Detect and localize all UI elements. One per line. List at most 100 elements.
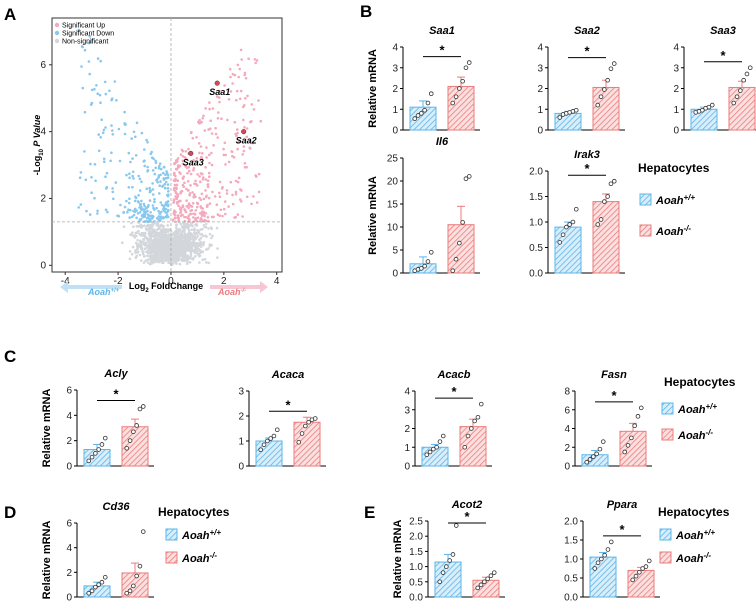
- data-point: [734, 94, 740, 100]
- volcano-point: [183, 181, 186, 185]
- volcano-point: [141, 250, 144, 254]
- volcano-point: [148, 186, 151, 190]
- volcano-point: [185, 199, 188, 202]
- volcano-point: [199, 251, 202, 255]
- y-tick-label: 3: [537, 63, 543, 74]
- data-point: [625, 443, 631, 448]
- volcano-point: [254, 61, 257, 65]
- volcano-point: [229, 90, 233, 93]
- volcano-point: [174, 233, 177, 236]
- volcano-point: [109, 159, 112, 163]
- volcano-point: [162, 205, 166, 208]
- volcano-point: [154, 252, 157, 256]
- legend-label-nonsig: Non-significant: [62, 39, 108, 46]
- volcano-point: [179, 190, 183, 194]
- volcano-point: [146, 209, 149, 213]
- volcano-point: [104, 126, 107, 129]
- volcano-point: [167, 190, 170, 193]
- volcano-point: [255, 59, 259, 62]
- significance-star: *: [584, 44, 590, 59]
- significance-star: *: [285, 397, 291, 412]
- data-point: [741, 77, 746, 83]
- volcano-point: [182, 237, 186, 240]
- volcano-point: [198, 118, 201, 122]
- y-tick-label: 2: [673, 84, 679, 95]
- y-tick-label: 0.0: [564, 593, 578, 604]
- data-point: [312, 416, 318, 421]
- volcano-point: [199, 145, 203, 148]
- volcano-point: [186, 233, 190, 237]
- volcano-point: [230, 150, 234, 154]
- volcano-point: [127, 186, 131, 189]
- volcano-point: [204, 222, 208, 226]
- volcano-point: [187, 147, 190, 151]
- volcano-point: [181, 149, 185, 153]
- volcano-point: [252, 195, 255, 198]
- volcano-point: [183, 228, 186, 232]
- volcano-point: [183, 225, 186, 228]
- volcano-point: [166, 209, 170, 213]
- data-point: [605, 194, 610, 199]
- volcano-point: [158, 212, 162, 215]
- volcano-point: [203, 258, 207, 261]
- volcano-point: [163, 247, 166, 250]
- volcano-point: [174, 190, 177, 193]
- volcano-point: [78, 176, 82, 179]
- legend-d: Hepatocytes Aoah+/+ Aoah-/-: [158, 505, 230, 565]
- y-tick-label: 1.0: [409, 562, 423, 573]
- volcano-point: [181, 183, 185, 187]
- volcano-point: [229, 75, 232, 79]
- volcano-point: [178, 199, 181, 203]
- data-point: [124, 445, 130, 451]
- y-tick-label: 0.5: [409, 577, 423, 588]
- volcano-point: [147, 243, 151, 247]
- data-point: [466, 174, 472, 179]
- y-tick-label: 5: [392, 246, 398, 257]
- volcano-point: [163, 230, 166, 234]
- volcano-point: [222, 153, 226, 157]
- volcano-point: [231, 154, 234, 158]
- volcano-point: [206, 179, 210, 182]
- data-point: [744, 71, 750, 77]
- y-tick-label: 3: [392, 63, 398, 74]
- volcano-point: [173, 214, 177, 217]
- volcano-point: [170, 238, 173, 242]
- y-tick-label: 1: [537, 105, 543, 116]
- legend-marker-nonsig: [54, 38, 60, 44]
- volcano-point: [208, 101, 211, 104]
- volcano-point: [145, 224, 149, 228]
- volcano-point: [135, 234, 138, 238]
- data-point: [463, 176, 469, 182]
- volcano-point: [176, 231, 180, 235]
- volcano-point: [80, 65, 83, 68]
- legend-swatch-ko: [661, 428, 674, 441]
- data-point: [573, 107, 579, 113]
- volcano-point: [186, 189, 190, 192]
- volcano-point: [198, 175, 201, 178]
- bar-chart-saa2: Saa2 0 1 2 3 4 *: [537, 25, 625, 137]
- volcano-point: [205, 156, 208, 159]
- data-point: [127, 438, 133, 443]
- volcano-point: [238, 97, 242, 101]
- y-tick-label: 4: [564, 424, 570, 435]
- highlighted-point-label: Saa2: [236, 136, 257, 146]
- volcano-point: [155, 179, 158, 182]
- volcano-point: [138, 253, 142, 257]
- volcano-point: [146, 213, 150, 216]
- volcano-point: [257, 99, 260, 102]
- volcano-point: [220, 117, 223, 120]
- volcano-point: [159, 253, 162, 257]
- bar-ko: [447, 224, 475, 274]
- volcano-point: [225, 189, 229, 192]
- volcano-point: [144, 259, 147, 263]
- volcano-point: [174, 220, 177, 224]
- volcano-point: [165, 176, 169, 180]
- legend-title: Hepatocytes: [664, 375, 736, 389]
- volcano-point: [144, 236, 148, 239]
- volcano-point: [185, 262, 189, 266]
- y-axis-label: Relative mRNA: [367, 49, 379, 128]
- y-tick-label: 1: [673, 105, 679, 116]
- volcano-plot: -4 -2 0 2 4 0 2 4 6 Saa1 Saa2 Saa3 Significant Up S…: [32, 17, 283, 297]
- panel-letter-e: E: [364, 503, 375, 522]
- volcano-point: [129, 233, 133, 236]
